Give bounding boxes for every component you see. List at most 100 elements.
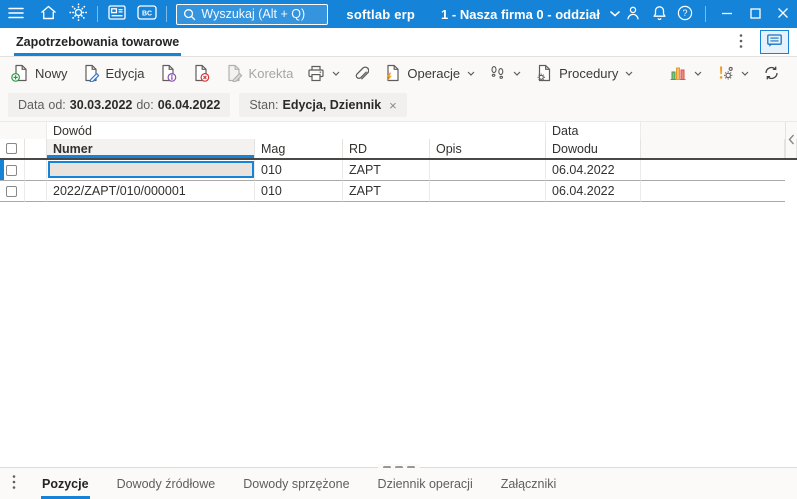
table-row[interactable]: 2022/ZAPT/010/000001 010 ZAPT 06.04.2022 [0,181,797,202]
row-checkbox[interactable] [6,185,17,197]
bottom-tabs-options-button[interactable] [0,468,28,499]
company-selector[interactable]: 1 - Nasza firma 0 - oddział [441,7,620,22]
newspaper-icon [108,5,126,23]
cell-data-dowodu[interactable]: 06.04.2022 [546,181,641,202]
tab-dziennik-operacji[interactable]: Dziennik operacji [364,468,487,499]
bc-icon: BC [137,5,158,23]
close-button[interactable] [769,0,797,28]
main-tab-row: Zapotrzebowania towarowe [0,28,797,57]
column-header-mag[interactable]: Mag [255,139,343,158]
new-label: Nowy [35,65,68,81]
correction-label: Korekta [248,65,294,81]
alert-gear-icon [716,65,734,81]
indicators-button[interactable] [709,59,756,87]
column-header-numer[interactable]: Numer [47,139,255,158]
new-button[interactable]: Nowy [4,59,75,87]
date-filter-chip[interactable]: Data od: 30.03.2022 do: 06.04.2022 [8,93,231,117]
edit-label: Edycja [105,65,145,81]
topbar-divider [705,6,706,22]
cell-data-dowodu[interactable]: 06.04.2022 [546,160,641,181]
user-button[interactable] [620,0,646,28]
column-header-filler [641,139,785,158]
correction-button[interactable]: Korekta [218,59,301,87]
tab-pozycje[interactable]: Pozycje [28,468,103,499]
analysis-button[interactable] [662,59,709,87]
notifications-button[interactable] [646,0,672,28]
state-filter-chip[interactable]: Stan: Edycja, Dziennik × [239,93,407,117]
footprints-icon [489,65,506,81]
date-from-value: 30.03.2022 [69,98,133,112]
cell-numer[interactable] [47,160,255,181]
attachments-button[interactable] [347,59,376,87]
collapse-panel-button[interactable] [788,134,795,145]
home-button[interactable] [36,0,60,28]
column-header-rd[interactable]: RD [343,139,430,158]
tab-zalaczniki[interactable]: Załączniki [487,468,571,499]
operations-button[interactable]: Operacje [376,59,482,87]
filter-row: Data od: 30.03.2022 do: 06.04.2022 Stan:… [0,89,797,121]
chevron-down-icon [625,71,633,76]
document-operations-icon [383,64,402,82]
bell-icon [652,5,667,24]
refresh-button[interactable] [756,59,787,87]
toolbar: Nowy Edycja Korekta Operacje [0,57,797,89]
column-header-opis[interactable]: Opis [430,139,546,158]
menu-button[interactable] [4,0,28,28]
theme-button[interactable] [66,0,90,28]
date-from-label: od: [48,98,66,112]
tab-options-button[interactable] [728,29,754,55]
document-delete-button[interactable] [185,59,218,87]
splitter-handle[interactable] [377,464,420,471]
minimize-button[interactable] [713,0,741,28]
search-box[interactable] [176,3,329,25]
chevron-down-icon [513,71,521,76]
select-all-checkbox[interactable] [6,143,17,154]
printer-icon [307,65,325,82]
cell-opis[interactable] [430,181,546,202]
print-button[interactable] [300,59,347,87]
cell-mag[interactable]: 010 [255,181,343,202]
edit-button[interactable]: Edycja [75,59,152,87]
chevron-down-icon [610,11,620,17]
paperclip-icon [354,65,370,82]
chevron-down-icon [694,71,702,76]
cell-mag[interactable]: 010 [255,160,343,181]
sun-icon [69,3,88,25]
maximize-button[interactable] [741,0,769,28]
document-info-button[interactable] [152,59,185,87]
tab-zapotrzebowania-towarowe[interactable]: Zapotrzebowania towarowe [14,28,182,56]
search-icon [183,8,196,21]
procedures-button[interactable]: Procedury [528,59,640,87]
chevron-down-icon [332,71,340,76]
cell-rd[interactable]: ZAPT [343,160,430,181]
news-button[interactable] [105,0,129,28]
svg-text:BC: BC [142,11,152,18]
hamburger-icon [8,6,24,23]
user-icon [625,5,641,24]
trace-button[interactable] [482,59,528,87]
topbar-divider [166,6,168,22]
row-checkbox[interactable] [6,164,17,176]
help-button[interactable]: ? [672,0,698,28]
tab-dowody-sprzezone[interactable]: Dowody sprzężone [229,468,363,499]
active-row-indicator [0,160,4,180]
document-correction-icon [225,64,244,83]
tab-dowody-zrodlowe[interactable]: Dowody źródłowe [103,468,230,499]
bc-button[interactable]: BC [135,0,159,28]
column-header-dowodu[interactable]: Dowodu [546,139,641,158]
table-row[interactable]: 010 ZAPT 06.04.2022 [0,160,797,181]
search-input[interactable] [201,7,322,21]
chevron-down-icon [467,71,475,76]
comments-button[interactable] [760,30,789,54]
remove-filter-icon[interactable]: × [389,97,397,113]
date-to-label: do: [136,98,154,112]
group-header-filler [641,122,785,139]
maximize-icon [749,7,761,22]
cell-opis[interactable] [430,160,546,181]
cell-rd[interactable]: ZAPT [343,181,430,202]
selected-cell[interactable] [48,161,254,178]
documents-grid: Dowód Data Numer Mag RD Opis Dowodu 010 [0,121,797,202]
cell-numer[interactable]: 2022/ZAPT/010/000001 [47,181,255,202]
document-delete-icon [192,64,211,82]
